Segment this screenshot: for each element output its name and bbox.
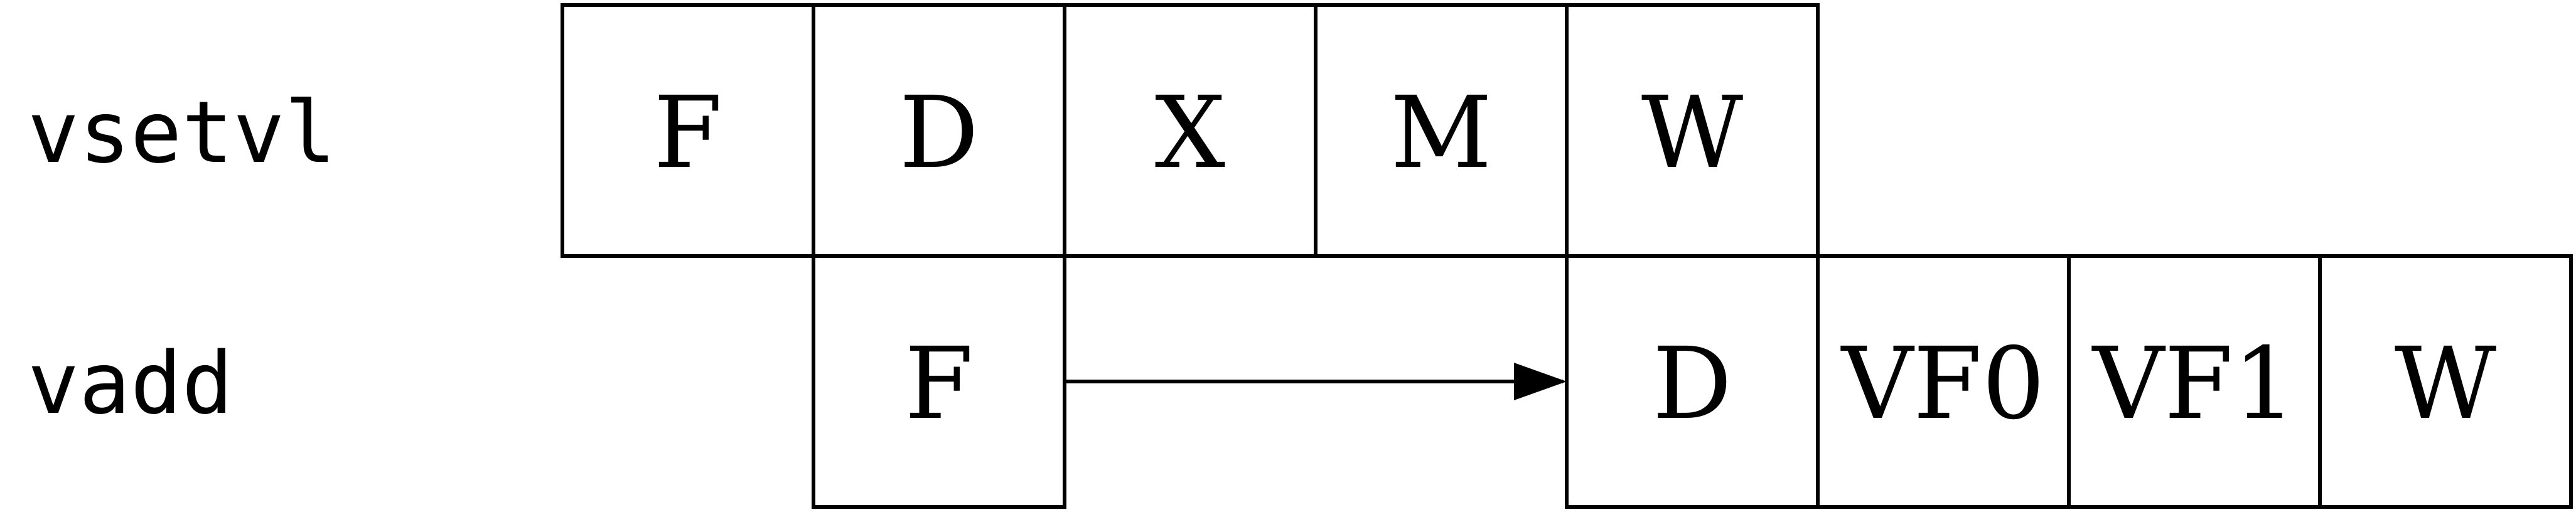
stage-label: W <box>2395 326 2496 442</box>
stage-cell <box>561 3 815 258</box>
stage-cell <box>1314 3 1569 258</box>
stage-label: VF0 <box>1840 326 2045 442</box>
stage-cell <box>1063 3 1318 258</box>
instruction-label-vsetvl: vsetvl <box>28 83 336 183</box>
stage-cell <box>812 3 1066 258</box>
stage-cell <box>2067 254 2322 509</box>
stage-cell <box>812 254 1066 509</box>
stage-label: W <box>1641 75 1743 191</box>
stage-label: F <box>653 75 722 191</box>
stage-cell <box>2318 254 2573 509</box>
stage-label: X <box>1155 75 1225 191</box>
row-vadd: F D VF0 VF1 W <box>812 254 2573 509</box>
stage-label: M <box>1390 75 1492 191</box>
stage-label: VF1 <box>2091 326 2296 442</box>
instruction-label-vadd: vadd <box>28 334 233 434</box>
stage-label: D <box>1653 326 1732 442</box>
stage-label: D <box>899 75 979 191</box>
stage-label: F <box>904 326 974 442</box>
row-vsetvl: F D X M W <box>561 3 1820 258</box>
